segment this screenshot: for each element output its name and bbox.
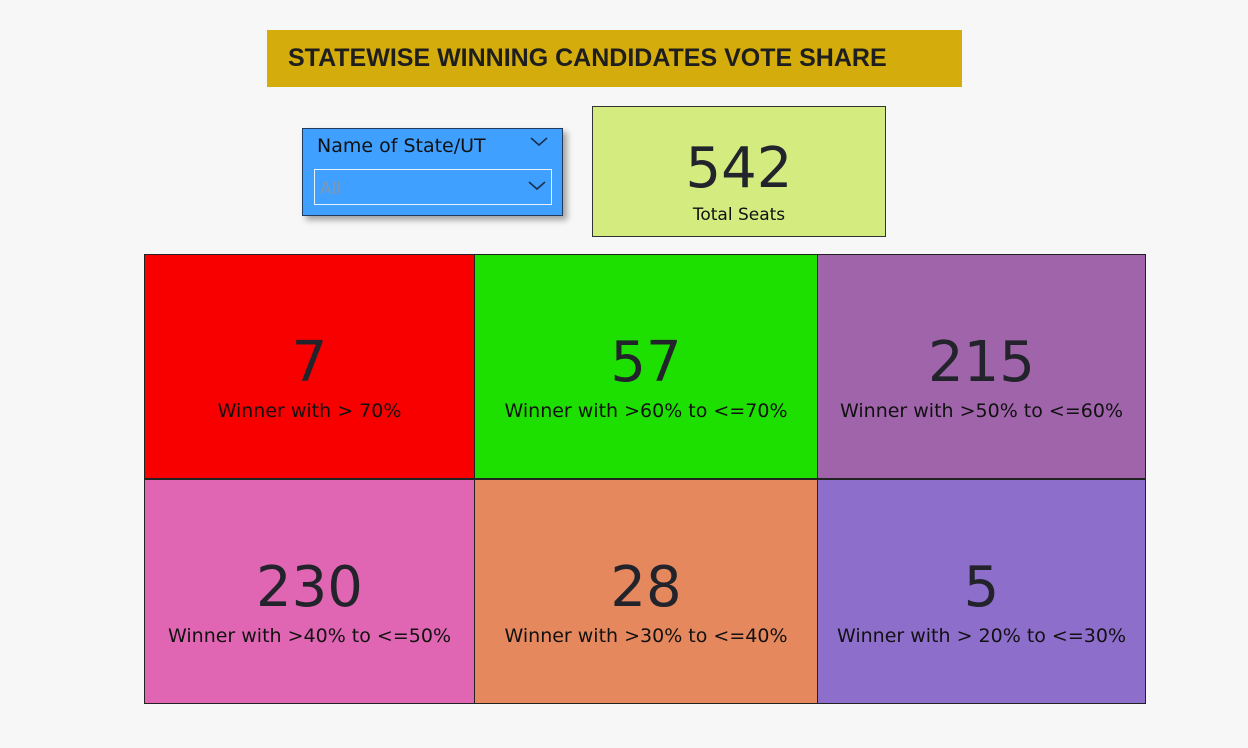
total-seats-card: 542 Total Seats [592,106,886,237]
page-title: STATEWISE WINNING CANDIDATES VOTE SHARE [288,44,887,72]
tile-label: Winner with >30% to <=40% [504,625,788,647]
tile-20-30: 5 Winner with > 20% to <=30% [817,479,1146,704]
tile-value: 57 [610,330,682,395]
tile-value: 28 [610,555,682,620]
tile-50-60: 215 Winner with >50% to <=60% [817,254,1146,479]
state-slicer[interactable]: Name of State/UT All [302,128,563,216]
state-dropdown[interactable]: All [314,169,552,205]
state-dropdown-value: All [320,179,342,199]
total-seats-label: Total Seats [692,205,786,225]
chevron-down-icon[interactable] [529,135,549,149]
total-seats-value: 542 [685,136,793,201]
tile-label: Winner with >50% to <=60% [840,400,1123,422]
title-banner: STATEWISE WINNING CANDIDATES VOTE SHARE [267,30,962,87]
tile-value: 230 [256,555,363,620]
tile-value: 5 [963,555,1000,620]
tile-label: Winner with > 20% to <=30% [836,625,1127,647]
tile-value: 7 [291,330,328,395]
tile-label: Winner with >40% to <=50% [168,625,451,647]
tile-label: Winner with > 70% [217,400,402,422]
tile-60-70: 57 Winner with >60% to <=70% [474,254,818,479]
tile-gt-70: 7 Winner with > 70% [144,254,475,479]
chevron-down-icon [528,181,546,191]
tile-40-50: 230 Winner with >40% to <=50% [144,479,475,704]
tile-value: 215 [928,330,1035,395]
tile-30-40: 28 Winner with >30% to <=40% [474,479,818,704]
slicer-header: Name of State/UT [317,135,486,157]
tile-label: Winner with >60% to <=70% [504,400,788,422]
